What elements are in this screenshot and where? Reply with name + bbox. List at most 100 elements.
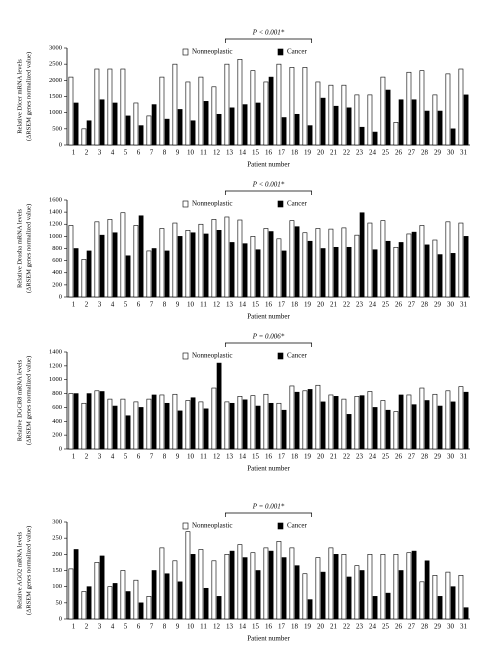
x-tick-label: 27: [408, 453, 416, 461]
bar: [133, 579, 139, 620]
y-tick-label: 1000: [49, 109, 62, 116]
bar: [315, 384, 321, 450]
x-tick-label: 29: [434, 453, 442, 461]
x-tick-label: 6: [137, 301, 141, 309]
x-tick-label: 31: [460, 453, 468, 461]
y-axis-label: Relative AGO2 mRNA levels: [16, 531, 23, 609]
bar: [432, 94, 438, 146]
bar: [307, 240, 313, 298]
x-tick-label: 1: [72, 623, 76, 631]
bar: [424, 560, 430, 620]
bar: [341, 84, 347, 146]
bar: [367, 94, 373, 146]
legend-swatch: [182, 522, 189, 530]
bar: [250, 70, 256, 146]
x-tick-label: 10: [187, 453, 195, 461]
annotation: P = 0.006*: [252, 333, 285, 341]
y-axis-label: (ΔRSEM genes normalized value): [25, 204, 32, 293]
bar: [385, 89, 391, 146]
y-tick-label: 800: [52, 390, 62, 397]
bar: [268, 76, 274, 146]
y-tick-label: 1200: [49, 221, 62, 228]
bar: [224, 216, 230, 298]
bar: [276, 541, 282, 620]
x-tick-label: 20: [317, 623, 325, 631]
x-tick-label: 22: [343, 453, 351, 461]
x-tick-label: 25: [382, 623, 390, 631]
bar: [341, 554, 347, 620]
bar: [190, 120, 196, 146]
bar: [294, 113, 300, 146]
x-tick-label: 24: [369, 623, 377, 631]
x-tick-label: 21: [330, 623, 338, 631]
x-tick-label: 12: [213, 301, 221, 309]
bar: [398, 242, 404, 298]
x-tick-label: 21: [330, 453, 338, 461]
x-tick-label: 14: [239, 623, 247, 631]
annotation: P = 0.001*: [252, 503, 285, 511]
bar: [81, 402, 87, 450]
bar: [86, 393, 92, 450]
bar: [159, 228, 165, 298]
legend-swatch: [277, 522, 284, 530]
x-tick-label: 9: [176, 453, 180, 461]
bar: [281, 557, 287, 620]
bar: [211, 387, 217, 450]
x-tick-label: 9: [176, 623, 180, 631]
bar: [432, 575, 438, 620]
bar: [146, 596, 152, 620]
bar: [151, 570, 157, 620]
bar: [107, 68, 113, 146]
bar: [211, 219, 217, 298]
y-tick-label: 0: [59, 141, 62, 148]
bar: [372, 596, 378, 620]
bar: [224, 554, 230, 620]
bar: [198, 401, 204, 450]
bar: [138, 602, 144, 620]
bar: [146, 398, 152, 450]
bar: [463, 391, 469, 450]
bar: [302, 67, 308, 146]
bar: [190, 397, 196, 450]
x-tick-label: 3: [98, 623, 102, 631]
x-tick-label: 29: [434, 623, 442, 631]
bar: [411, 404, 417, 450]
bar: [99, 555, 105, 620]
bar: [450, 401, 456, 450]
x-tick-label: 27: [408, 301, 416, 309]
bar: [224, 401, 230, 450]
bar: [172, 393, 178, 450]
bar: [255, 570, 261, 620]
bar: [463, 236, 469, 298]
x-tick-label: 30: [447, 453, 455, 461]
y-axis-label: (ΔRSEM genes normalized value): [25, 526, 32, 615]
x-tick-label: 29: [434, 149, 442, 157]
y-tick-label: 600: [52, 404, 62, 411]
bar: [380, 400, 386, 450]
bar: [211, 560, 217, 620]
bar: [120, 68, 126, 146]
x-axis-label: Patient number: [247, 465, 290, 473]
x-tick-label: 6: [137, 453, 141, 461]
x-tick-label: 30: [447, 301, 455, 309]
bar: [237, 396, 243, 450]
x-tick-label: 16: [265, 301, 273, 309]
x-tick-label: 17: [278, 453, 286, 461]
bar: [164, 118, 170, 146]
bar: [211, 86, 217, 146]
x-tick-label: 6: [137, 149, 141, 157]
bar: [276, 238, 282, 298]
x-tick-label: 1: [72, 149, 76, 157]
x-tick-label: 4: [111, 149, 115, 157]
legend-label: Cancer: [287, 352, 307, 360]
bar: [450, 253, 456, 298]
x-tick-label: 25: [382, 301, 390, 309]
y-tick-label: 600: [52, 257, 62, 264]
bar: [216, 362, 222, 450]
bar: [242, 243, 248, 298]
x-tick-label: 31: [460, 301, 468, 309]
y-tick-label: 200: [52, 432, 62, 439]
x-tick-label: 2: [85, 301, 89, 309]
x-tick-label: 7: [150, 149, 154, 157]
x-tick-label: 15: [252, 623, 260, 631]
